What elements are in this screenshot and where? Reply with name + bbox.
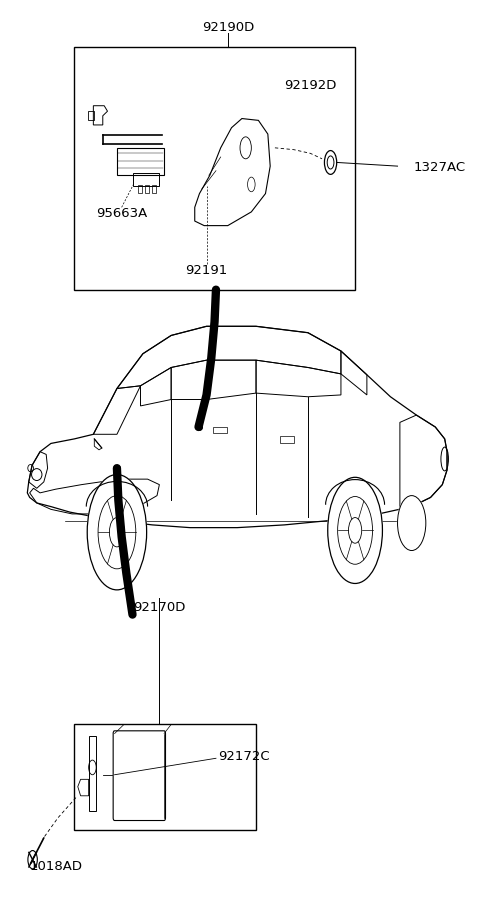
Bar — [145, 185, 149, 193]
Bar — [280, 436, 294, 442]
Text: 92170D: 92170D — [133, 600, 186, 614]
Text: 92192D: 92192D — [284, 79, 336, 92]
Bar — [74, 724, 256, 830]
Text: 1018AD: 1018AD — [29, 860, 82, 873]
Text: 92190D: 92190D — [202, 20, 254, 34]
Circle shape — [397, 496, 426, 551]
Bar — [133, 174, 159, 186]
Circle shape — [324, 151, 336, 174]
Circle shape — [87, 475, 147, 590]
Text: 92172C: 92172C — [218, 750, 270, 763]
Bar — [138, 185, 142, 193]
Text: 1327AC: 1327AC — [414, 162, 466, 174]
Bar — [213, 427, 227, 433]
Bar — [74, 47, 355, 290]
Bar — [88, 111, 94, 120]
Circle shape — [328, 477, 383, 584]
Bar — [152, 185, 156, 193]
Bar — [89, 736, 96, 812]
Text: 95663A: 95663A — [96, 207, 147, 220]
Text: 92191: 92191 — [185, 264, 228, 277]
